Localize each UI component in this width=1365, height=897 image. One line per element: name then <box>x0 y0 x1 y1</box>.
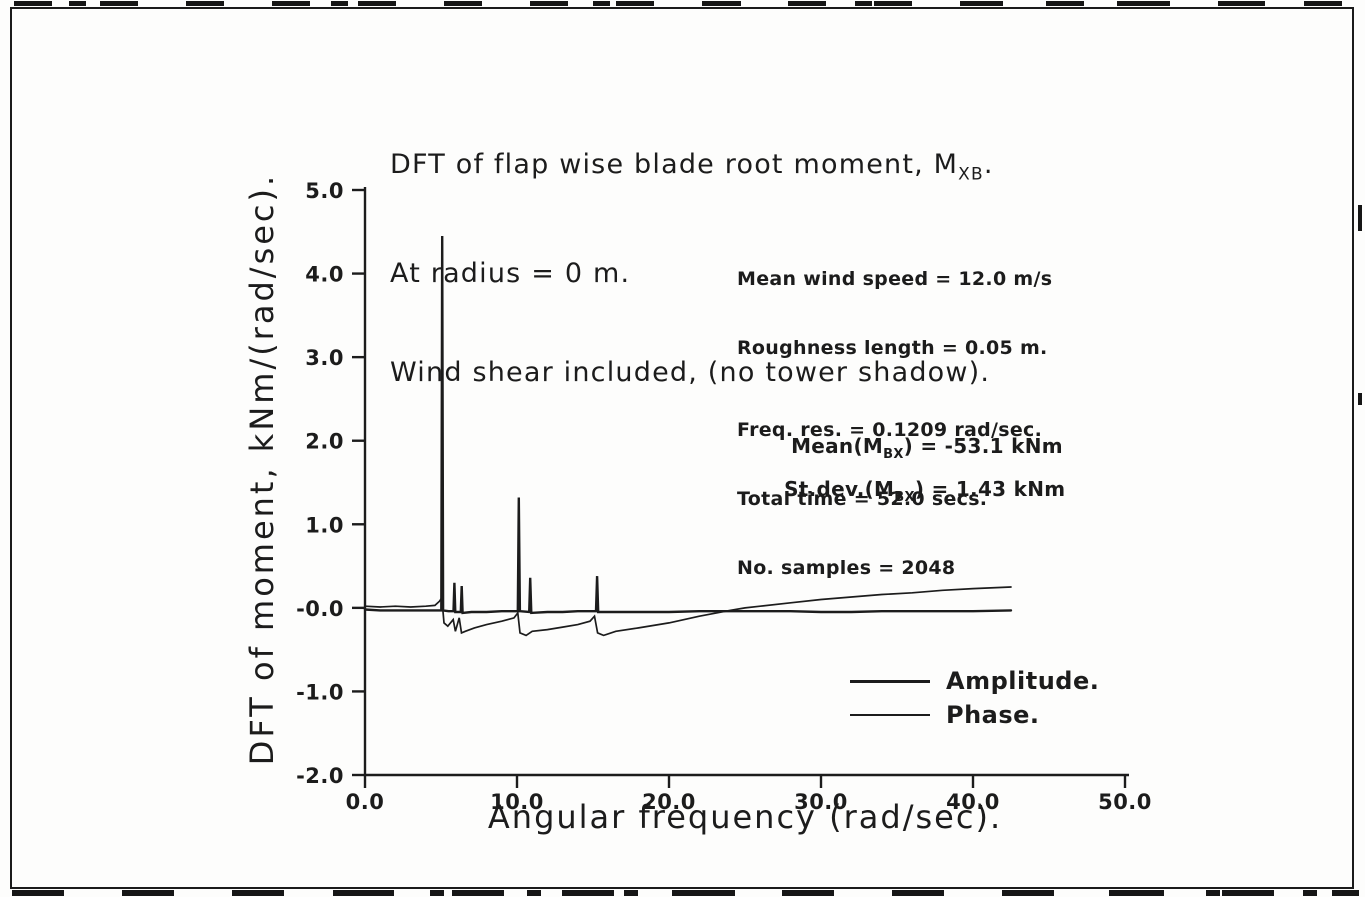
info-line-roughness-length: Roughness length = 0.05 m. <box>737 337 1048 359</box>
scan-artifact-top-dashes <box>14 1 1359 6</box>
stdev-subscript: BX <box>894 490 915 505</box>
page-border <box>10 7 1354 889</box>
x-tick-label: 20.0 <box>642 790 696 814</box>
x-tick-label: 10.0 <box>490 790 544 814</box>
series-line-phase <box>364 586 1012 637</box>
axes <box>363 187 1129 777</box>
x-tick-label: 0.0 <box>346 790 385 814</box>
y-tick-label: -2.0 <box>296 764 344 788</box>
phase-line-sample <box>850 714 930 716</box>
x-tick-label: 40.0 <box>946 790 1000 814</box>
chart-title-block: DFT of flap wise blade root moment, MXB.… <box>390 82 994 455</box>
mean-pre: Mean(M <box>791 434 884 458</box>
scan-artifact-bottom-dashes <box>12 890 1359 896</box>
stdev-pre: St.dev.(M <box>784 477 895 501</box>
info-line-no-samples: No. samples = 2048 <box>737 557 956 579</box>
y-tick-label: -0.0 <box>296 597 344 621</box>
x-axis-title: Angular frequency (rad/sec). <box>487 798 1003 836</box>
mean-post: ) = -53.1 kNm <box>903 434 1063 458</box>
legend-item-phase: Phase. <box>850 698 1099 732</box>
y-tick-label: 5.0 <box>305 179 344 203</box>
y-tick-label: 1.0 <box>305 513 344 537</box>
x-tick-label: 50.0 <box>1098 790 1152 814</box>
chart-title-line-1: DFT of flap wise blade root moment, MXB. <box>390 148 994 191</box>
legend-label-amplitude: Amplitude. <box>946 667 1100 695</box>
info-line-total-time: Total time = 52.0 secs. <box>737 488 988 510</box>
title-text: . <box>983 149 994 180</box>
title-subscript: XB <box>958 164 984 185</box>
y-tick-label: 3.0 <box>305 346 344 370</box>
scan-artifact-right-mark <box>1358 393 1362 405</box>
stdev-annotation: St.dev.(MBX) = 1.43 kNm <box>755 453 1065 529</box>
x-tick-label: 30.0 <box>794 790 848 814</box>
series-line-amplitude <box>363 235 1013 615</box>
info-line-freq-res: Freq. res. = 0.1209 rad/sec. <box>737 419 1043 441</box>
amplitude-line-sample <box>850 679 930 683</box>
legend: Amplitude. Phase. <box>850 664 1099 732</box>
info-line-mean-wind-speed: Mean wind speed = 12.0 m/s <box>737 268 1053 290</box>
legend-item-amplitude: Amplitude. <box>850 664 1099 698</box>
mean-annotation: Mean(MBX) = -53.1 kNm <box>762 410 1063 486</box>
y-tick-label: 4.0 <box>305 263 344 287</box>
mean-subscript: BX <box>883 447 904 462</box>
chart-title-line-3: Wind shear included, (no tower shadow). <box>390 357 991 389</box>
chart-title-line-2: At radius = 0 m. <box>390 258 631 290</box>
simulation-info-block: Mean wind speed = 12.0 m/s Roughness len… <box>737 222 1052 626</box>
title-text: DFT of flap wise blade root moment, M <box>390 149 959 180</box>
legend-label-phase: Phase. <box>946 701 1040 729</box>
y-tick-label: -1.0 <box>296 680 344 704</box>
stdev-post: ) = 1.43 kNm <box>914 477 1066 501</box>
y-tick-label: 2.0 <box>305 430 344 454</box>
scan-artifact-right-mark <box>1358 205 1362 231</box>
